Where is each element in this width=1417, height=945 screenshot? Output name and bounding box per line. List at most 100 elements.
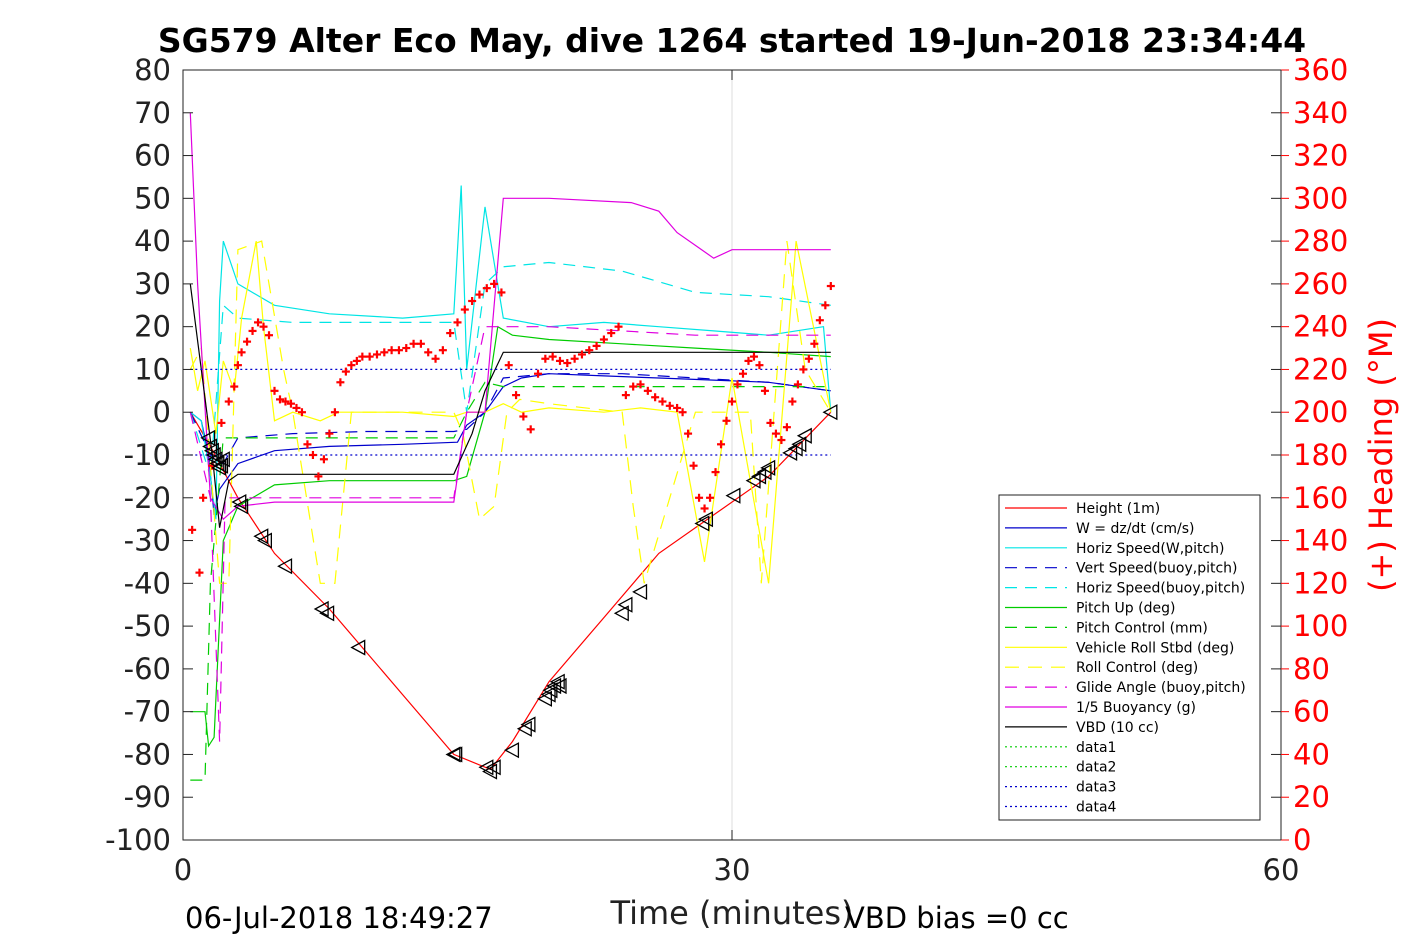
waypoint-marker xyxy=(447,746,463,763)
heading-point xyxy=(782,423,791,432)
heading-point xyxy=(188,525,197,534)
heading-point xyxy=(738,369,747,378)
left-tick-label: -90 xyxy=(124,780,171,814)
heading-point xyxy=(577,350,586,359)
heading-point xyxy=(352,356,361,365)
waypoint-marker xyxy=(725,487,741,504)
right-tick-label: 260 xyxy=(1293,267,1348,301)
heading-point xyxy=(689,461,698,470)
left-tick-label: 30 xyxy=(134,267,171,301)
waypoint-marker xyxy=(478,759,494,776)
heading-point xyxy=(297,408,306,417)
right-tick-label: 0 xyxy=(1293,823,1311,857)
heading-point xyxy=(217,418,226,427)
waypoint-marker xyxy=(207,451,223,468)
footer-vbd-bias: VBD bias =0 cc xyxy=(845,901,1069,935)
legend-label: Roll Control (deg) xyxy=(1076,660,1198,676)
waypoint-marker xyxy=(694,515,710,532)
heading-point xyxy=(744,356,753,365)
legend-label: Pitch Up (deg) xyxy=(1076,601,1175,617)
heading-point xyxy=(570,354,579,363)
series-line-11 xyxy=(189,283,831,528)
legend-label: VBD (10 cc) xyxy=(1076,720,1159,736)
left-tick-label: -30 xyxy=(124,524,171,558)
waypoint-marker xyxy=(445,746,461,763)
legend-label: Vert Speed(buoy,pitch) xyxy=(1076,561,1238,577)
heading-point xyxy=(347,361,356,370)
x-tick-label: 30 xyxy=(714,853,751,887)
heading-point xyxy=(678,408,687,417)
waypoint-marker xyxy=(520,716,536,733)
heading-point xyxy=(330,408,339,417)
waypoint-marker xyxy=(551,677,567,695)
right-tick-label: 220 xyxy=(1293,352,1348,386)
heading-point xyxy=(585,346,594,355)
heading-point xyxy=(303,440,312,449)
right-tick-label: 240 xyxy=(1293,310,1348,344)
heading-point xyxy=(717,440,726,449)
heading-point xyxy=(826,282,835,291)
heading-point xyxy=(728,397,736,406)
left-tick-label: -60 xyxy=(124,652,171,686)
heading-point xyxy=(788,397,797,406)
legend-label: Vehicle Roll Stbd (deg) xyxy=(1076,640,1234,656)
waypoint-marker xyxy=(756,464,772,481)
right-tick-label: 60 xyxy=(1293,695,1330,729)
right-tick-label: 360 xyxy=(1293,53,1348,87)
left-tick-label: 20 xyxy=(134,310,171,344)
left-tick-label: 40 xyxy=(134,224,171,258)
marker-layer xyxy=(200,404,838,780)
waypoint-marker xyxy=(698,511,714,528)
heading-point xyxy=(504,361,513,370)
heading-point xyxy=(195,568,204,577)
heading-point xyxy=(394,346,403,355)
x-tick-label: 60 xyxy=(1263,853,1300,887)
right-tick-label: 340 xyxy=(1293,96,1348,130)
waypoint-marker xyxy=(504,742,520,759)
right-tick-label: 300 xyxy=(1293,181,1348,215)
heading-point xyxy=(636,380,645,389)
x-axis: 0 30 60 xyxy=(174,70,1300,887)
legend-label: data3 xyxy=(1076,780,1116,796)
left-tick-label: -40 xyxy=(124,566,171,600)
heading-point xyxy=(755,361,764,370)
waypoint-marker xyxy=(205,446,221,464)
heading-point xyxy=(607,329,616,338)
heading-point xyxy=(380,348,389,357)
legend-label: data4 xyxy=(1076,800,1117,816)
waypoint-marker xyxy=(787,440,803,457)
legend-box xyxy=(998,494,1261,821)
heading-point xyxy=(286,399,295,408)
right-tick-label: 320 xyxy=(1293,139,1348,173)
legend-label: Horiz Speed(buoy,pitch) xyxy=(1076,581,1245,597)
heading-point xyxy=(534,369,543,378)
series-line-7 xyxy=(189,240,832,584)
series-line-5 xyxy=(190,325,831,748)
left-tick-label: -70 xyxy=(124,695,171,729)
waypoint-marker xyxy=(516,720,532,737)
waypoint-marker xyxy=(253,528,269,545)
legend-label: W = dz/dt (cm/s) xyxy=(1076,521,1195,537)
waypoint-marker xyxy=(485,759,501,776)
heading-point xyxy=(760,386,769,395)
waypoint-marker xyxy=(231,493,247,511)
waypoint-marker xyxy=(536,690,552,707)
left-axis: 80 70 60 50 40 30 20 10 0 -10 -20 -30 -40 -50 -60 -70 -8… xyxy=(105,53,1281,857)
heading-point xyxy=(804,354,813,363)
heading-point xyxy=(793,380,802,389)
heading-point xyxy=(292,403,301,412)
waypoint-marker xyxy=(202,438,218,455)
heading-point xyxy=(519,412,528,421)
heading-point xyxy=(281,397,290,406)
series-line-10 xyxy=(189,112,831,521)
heading-point xyxy=(482,284,491,293)
heading-point xyxy=(658,397,667,406)
heading-point xyxy=(766,418,775,427)
series-line-9 xyxy=(189,326,831,742)
heading-point xyxy=(372,350,381,359)
heading-point xyxy=(275,395,284,404)
right-tick-label: 200 xyxy=(1293,395,1348,429)
heading-point xyxy=(270,386,279,395)
heading-point xyxy=(319,455,328,464)
right-tick-label: 140 xyxy=(1293,524,1348,558)
